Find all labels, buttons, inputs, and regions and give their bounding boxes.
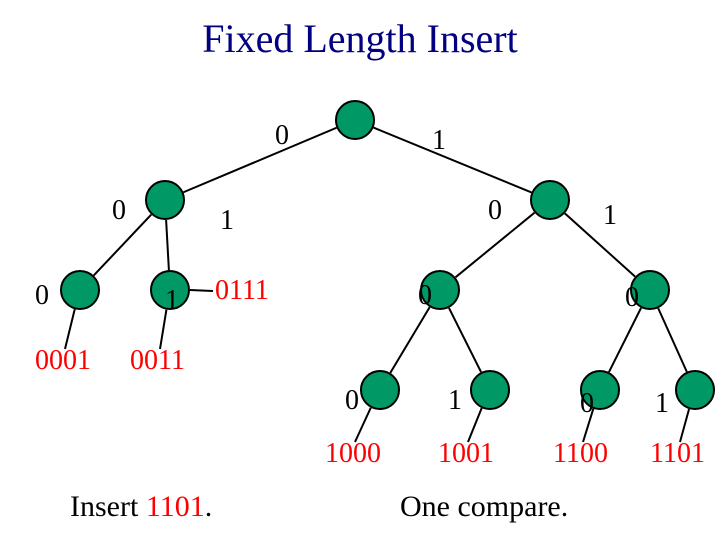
- edge-label-RL-RLL: 0: [418, 280, 432, 312]
- leaf-1100: 1100: [553, 438, 608, 470]
- page-title: Fixed Length Insert: [0, 15, 720, 62]
- insert-prefix: Insert: [70, 490, 146, 523]
- tree-node-RRR: [675, 370, 715, 410]
- insert-suffix: .: [205, 490, 213, 523]
- edge-label-root-R: 1: [432, 125, 446, 157]
- leaf-0011: 0011: [130, 345, 185, 377]
- insert-value: 1101: [146, 490, 205, 523]
- leaf-0001: 0001: [35, 345, 91, 377]
- tree-node-LL: [60, 270, 100, 310]
- edge-label-L-LR: 1: [220, 205, 234, 237]
- tree-node-R: [530, 180, 570, 220]
- edge-label-root-L: 0: [275, 120, 289, 152]
- insert-caption: Insert 1101.: [70, 490, 212, 524]
- edge-label-RR-RRL: 0: [625, 282, 639, 314]
- edge-label-L-LL: 0: [112, 195, 126, 227]
- compare-caption: One compare.: [400, 490, 568, 524]
- leaf-1101: 1101: [650, 438, 705, 470]
- tree-node-RLL: [360, 370, 400, 410]
- tree-node-root: [335, 100, 375, 140]
- edge-label-LR-leaf0011: 1: [165, 285, 179, 317]
- diagram-stage: Fixed Length Insert 01010100001100110111…: [0, 0, 720, 540]
- edge-label-RLR-leaf1001: 1: [448, 385, 462, 417]
- tree-node-L: [145, 180, 185, 220]
- edge-label-RRR-leaf1101: 1: [655, 388, 669, 420]
- edge-label-LL-leaf0001: 0: [35, 280, 49, 312]
- edge-label-RLL-leaf1000: 0: [345, 385, 359, 417]
- leaf-0111: 0111: [215, 275, 269, 307]
- leaf-1001: 1001: [438, 438, 494, 470]
- edge-label-RRL-leaf1100: 0: [580, 388, 594, 420]
- edge-label-R-RL: 0: [488, 195, 502, 227]
- leaf-1000: 1000: [325, 438, 381, 470]
- tree-node-RLR: [470, 370, 510, 410]
- edge-label-R-RR: 1: [603, 200, 617, 232]
